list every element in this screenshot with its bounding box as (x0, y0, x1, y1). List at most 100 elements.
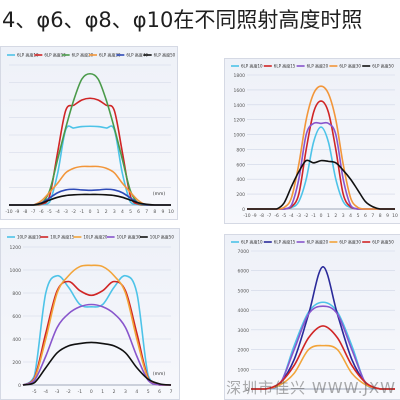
x-tick-label: 9 (161, 209, 164, 215)
x-tick-label: 0 (90, 389, 93, 395)
series-line (22, 341, 172, 386)
y-tick-label: 0 (18, 383, 21, 389)
y-tick-label: 600 (236, 162, 245, 168)
x-tick-label: 8 (379, 213, 382, 219)
legend-label: 10LP 高度15 (50, 234, 75, 240)
x-tick-label: -9 (15, 209, 20, 215)
chart-svg: 0 1000 2000 3000 4000 5000 6000 7000 6LP 高度10 6LP… (231, 239, 395, 393)
y-tick-label: 5000 (238, 288, 250, 294)
x-tick-label: 8 (153, 209, 156, 215)
x-tick-label: -4 (289, 213, 294, 219)
x-tick-label: 10 (168, 209, 174, 215)
legend-label: 6LP 高度50 (372, 239, 394, 245)
y-tick-label: 6000 (238, 269, 250, 275)
legend-label: 6LP 高度15 (274, 239, 296, 245)
x-tick-label: -5 (47, 209, 52, 215)
series-line (246, 100, 395, 210)
series-line (8, 125, 171, 206)
chart-panel-top-right: 0 200 400 600 800 1000 1200 1400 1600 1800 -10 -9 -8… (224, 58, 400, 224)
legend-label: 6LP 高度10 (241, 239, 263, 245)
series-line (246, 159, 395, 210)
x-tick-label: 0 (320, 213, 323, 219)
x-tick-label: -9 (252, 213, 257, 219)
x-tick-label: -7 (31, 209, 36, 215)
x-tick-label: -2 (304, 213, 309, 219)
x-tick-label: 2 (105, 209, 108, 215)
y-tick-label: 1400 (234, 103, 246, 109)
x-tick-label: -10 (5, 209, 12, 215)
legend-label: 6LP 高度30 (339, 63, 361, 69)
y-tick-label: 0 (246, 387, 249, 393)
chart-panel-top-left: -10 -9 -8 -7 -6 -5 -4 -3 -2 -1 0 1 2 3 4 5 6 7 8 9 10 (mm) 6LP… (0, 46, 178, 220)
chart-panel-bottom-right: 0 1000 2000 3000 4000 5000 6000 7000 6LP 高度10 6LP… (224, 234, 400, 400)
y-tick-label: 1200 (10, 245, 22, 251)
legend-label: 10LP 高度30 (117, 234, 142, 240)
watermark-url: WWW.JXW (311, 379, 396, 397)
x-tick-label: 6 (137, 209, 140, 215)
x-tick-label: -10 (243, 213, 250, 219)
y-tick-label: 1000 (234, 133, 246, 139)
x-tick-label: 7 (371, 213, 374, 219)
x-tick-label: 1 (97, 209, 100, 215)
x-tick-label: 3 (124, 389, 127, 395)
x-unit-label: (mm) (153, 371, 166, 377)
x-tick-label: 5 (147, 389, 150, 395)
series-line (22, 303, 171, 386)
legend-label: 6LP 高度20 (72, 52, 94, 58)
x-tick-label: 2 (334, 213, 337, 219)
x-tick-label: 2 (113, 389, 116, 395)
series-line (250, 265, 395, 390)
series-line (250, 325, 395, 390)
page-title: 4、φ6、φ8、φ10在不同照射高度时照 (2, 8, 363, 32)
watermark-company: 深圳市佳兴 (226, 379, 307, 397)
legend-label: 6LP 高度10 (17, 52, 39, 58)
x-tick-label: 1 (327, 213, 330, 219)
legend-label: 10LP 高度20 (83, 234, 108, 240)
y-tick-label: 1000 (238, 367, 250, 373)
y-tick-label: 200 (12, 360, 21, 366)
series-line (22, 264, 171, 386)
x-tick-label: -1 (311, 213, 316, 219)
legend-label: 10LP 高度50 (150, 234, 175, 240)
x-tick-label: 4 (135, 389, 138, 395)
x-tick-label: -8 (260, 213, 265, 219)
y-tick-label: 1000 (10, 268, 22, 274)
y-tick-label: 800 (236, 147, 245, 153)
x-tick-label: -8 (23, 209, 28, 215)
x-tick-label: 6 (364, 213, 367, 219)
x-tick-label: 1 (101, 389, 104, 395)
x-tick-label: 9 (386, 213, 389, 219)
y-tick-label: 1600 (234, 88, 246, 94)
y-tick-label: 7000 (238, 249, 250, 255)
x-tick-label: -6 (274, 213, 279, 219)
x-tick-label: 4 (349, 213, 352, 219)
watermark: 深圳市佳兴 WWW.JXW (226, 377, 396, 398)
series-line (8, 165, 171, 206)
x-tick-label: -6 (39, 209, 44, 215)
legend-label: 6LP 高度40 (126, 52, 148, 58)
x-tick-label: 6 (158, 389, 161, 395)
series-line (246, 121, 395, 210)
x-tick-label: -3 (55, 389, 60, 395)
legend-label: 6LP 高度30 (339, 239, 361, 245)
series-line (250, 344, 395, 390)
y-tick-label: 3000 (238, 328, 250, 334)
x-tick-label: -2 (72, 209, 77, 215)
y-tick-label: 1800 (234, 73, 246, 79)
x-tick-label: 7 (145, 209, 148, 215)
y-tick-label: 4000 (238, 308, 250, 314)
x-tick-label: 5 (129, 209, 132, 215)
x-tick-label: -4 (55, 209, 60, 215)
legend-label: 6LP 高度10 (241, 63, 263, 69)
legend-label: 6LP 高度50 (154, 52, 176, 58)
y-tick-label: 400 (236, 177, 245, 183)
x-tick-label: 5 (357, 213, 360, 219)
x-tick-label: 7 (170, 389, 173, 395)
legend-label: 6LP 高度15 (274, 63, 296, 69)
chart-svg: 0 200 400 600 800 1000 1200 -5 -4 -3 -2 -1 0 1 2 3 4 5 6 7 (… (7, 234, 175, 395)
x-tick-label: -1 (78, 389, 83, 395)
x-tick-label: -5 (32, 389, 37, 395)
x-tick-label: 3 (342, 213, 345, 219)
chart-svg: -10 -9 -8 -7 -6 -5 -4 -3 -2 -1 0 1 2 3 4 5 6 7 8 9 10(mm)6LP… (5, 52, 176, 215)
x-tick-label: -1 (80, 209, 85, 215)
